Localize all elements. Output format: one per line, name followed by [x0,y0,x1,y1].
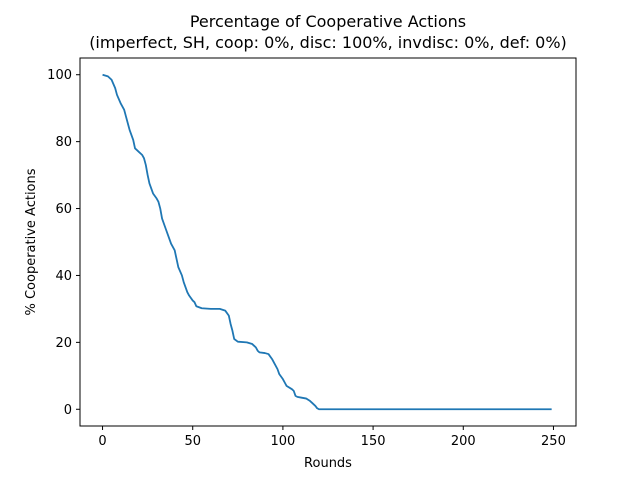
y-axis-ticks: 0 20 40 60 80 100 [47,68,80,418]
x-tick-label: 200 [451,434,476,449]
x-axis-ticks: 0 50 100 150 200 250 [98,426,566,449]
plot-frame [79,57,577,427]
x-tick-label: 50 [184,434,201,449]
x-tick-label: 250 [541,434,566,449]
y-tick-label: 60 [55,202,72,217]
series-line [102,73,552,411]
y-tick-label: 20 [55,336,72,351]
chart-title: Percentage of Cooperative Actions [190,12,466,31]
chart-subtitle: (imperfect, SH, coop: 0%, disc: 100%, in… [89,33,567,52]
y-tick-label: 80 [55,135,72,150]
y-axis-label: % Cooperative Actions [24,168,39,315]
y-tick-label: 40 [55,269,72,284]
y-tick-label: 100 [47,68,72,83]
x-tick-label: 100 [270,434,295,449]
x-tick-label: 150 [361,434,386,449]
x-tick-label: 0 [98,434,106,449]
y-tick-label: 0 [64,403,72,418]
x-axis-label: Rounds [304,456,352,471]
